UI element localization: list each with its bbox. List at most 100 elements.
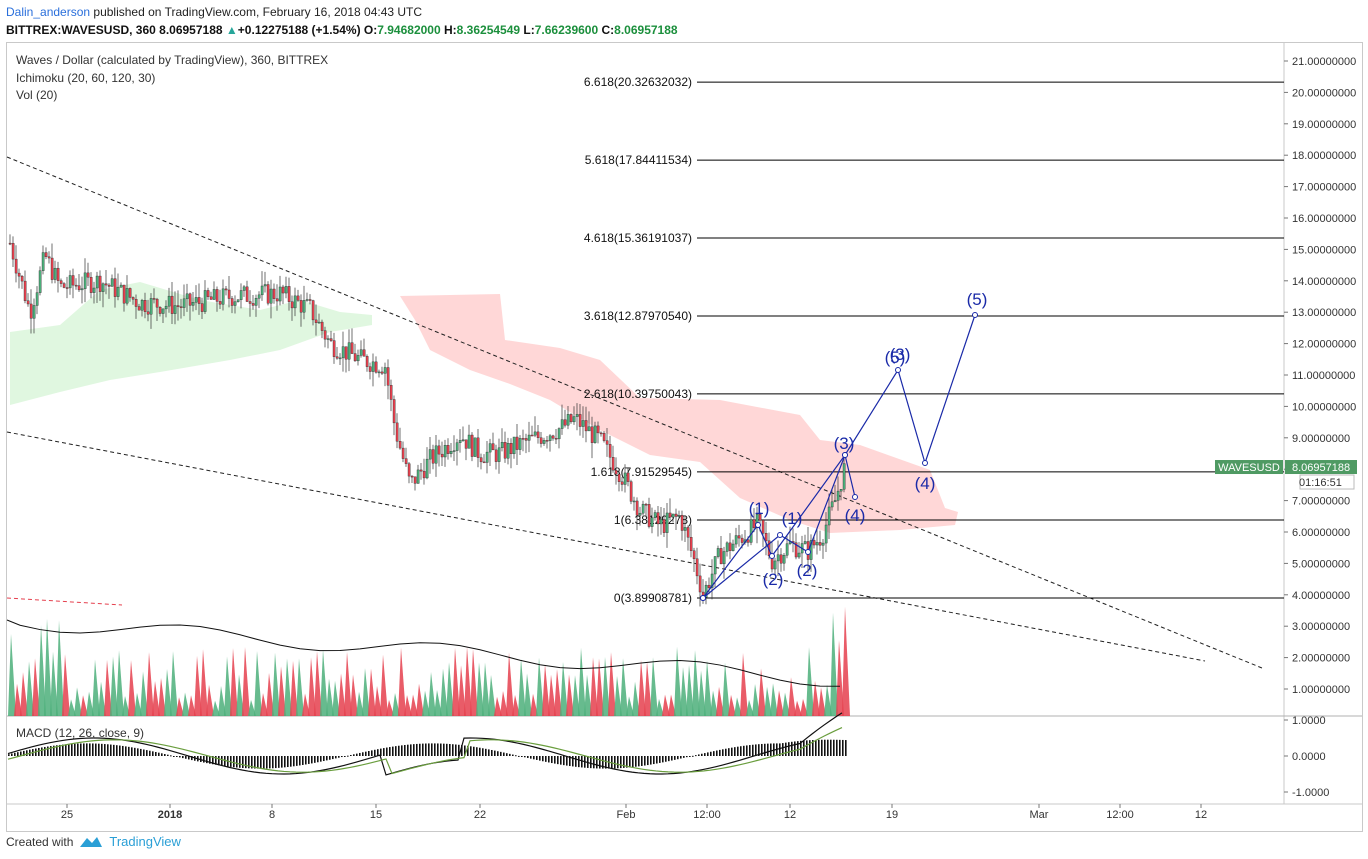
candle-body [125,288,129,304]
candle-body [782,555,786,564]
candle-body [320,321,324,331]
up-arrow-icon: ▲ [225,23,238,37]
macd-histogram-bar [596,756,598,769]
macd-histogram-bar [647,756,649,766]
candle-body [86,272,90,278]
fib-level-label: 5.618(17.84411534) [585,153,692,167]
volume-bar [698,670,706,716]
candle-body [650,517,654,527]
macd-histogram-bar [41,747,43,756]
candle-body [251,303,255,306]
volume-legend[interactable]: Vol (20) [16,88,58,102]
macd-histogram-bar [536,756,538,760]
volume-bar [392,693,400,716]
volume-bar [248,699,256,716]
macd-histogram-bar [263,756,265,769]
macd-histogram-bar [104,744,106,756]
macd-histogram-bar [578,756,580,768]
macd-histogram-bar [332,756,334,760]
macd-histogram-bar [692,755,694,757]
volume-bar [572,675,580,716]
macd-histogram-bar [602,756,604,769]
macd-histogram-bar [125,746,127,756]
candle-body [482,461,486,464]
macd-histogram-bar [524,756,526,758]
volume-bar [536,657,544,716]
macd-histogram-bar [620,756,622,769]
volume-bar [290,660,298,716]
candle-body [158,307,162,314]
candle-body [431,449,435,464]
candle-body [692,550,696,559]
ichimoku-legend[interactable]: Ichimoku (20, 60, 120, 30) [16,71,156,85]
macd-histogram-bar [152,751,154,756]
macd-histogram-bar [425,743,427,756]
candle-body [485,451,489,463]
macd-histogram-bar [101,743,103,756]
candle-body [53,267,57,280]
candle-body [116,286,120,297]
price-axis-label: 16.00000000 [1292,213,1356,225]
macd-histogram-bar [554,756,556,764]
macd-histogram-bar [272,756,274,769]
candle-body [551,435,555,439]
low-value: 7.66239600 [534,23,599,37]
macd-histogram-bar [380,748,382,756]
candle-body [341,346,345,359]
volume-bar [482,662,490,716]
candle-body [821,542,825,546]
volume-bar [98,681,106,716]
candle-body [74,284,78,287]
candle-body [722,551,726,565]
volume-bar [626,696,634,716]
candle-body [758,513,762,521]
volume-bar [422,690,430,716]
macd-histogram-bar [98,743,100,756]
macd-histogram-bar [632,756,634,768]
macd-histogram-bar [563,756,565,766]
macd-histogram-bar [44,746,46,756]
macd-histogram-bar [767,743,769,756]
volume-bar [380,654,388,716]
tradingview-brand[interactable]: TradingView [109,834,181,849]
macd-histogram-bar [185,756,187,759]
macd-histogram-bar [545,756,547,762]
macd-histogram-bar [395,746,397,756]
macd-histogram-bar [119,745,121,756]
candle-body [140,300,144,311]
macd-histogram-bar [128,746,130,756]
candle-body [188,293,192,306]
volume-bar [140,671,148,716]
candle-body [653,512,657,518]
candle-body [47,256,51,259]
candle-body [164,305,168,310]
volume-bar [206,684,214,716]
macd-histogram-bar [779,743,781,756]
volume-bar [398,647,406,716]
macd-histogram-bar [167,754,169,756]
high-label: H: [444,23,457,37]
author-link[interactable]: Dalin_anderson [6,5,91,19]
candle-body [104,283,108,286]
macd-histogram-bar [254,756,256,769]
macd-histogram-bar [701,753,703,756]
macd-histogram-bar [458,744,460,756]
macd-histogram-bar [356,753,358,756]
candle-body [293,295,297,309]
macd-histogram-bar [206,756,208,764]
macd-histogram-bar [713,751,715,756]
candle-body [785,543,789,556]
macd-histogram-bar [599,756,601,769]
macd-histogram-bar [827,739,829,756]
candle-body [224,288,228,291]
candle-body [233,301,237,306]
macd-legend[interactable]: MACD (12, 26, close, 9) [16,726,145,740]
price-axis-label: 13.00000000 [1292,307,1356,319]
macd-histogram-bar [257,756,259,769]
wave-label: (1) [749,499,770,518]
candle-body [563,419,567,426]
candle-body [449,450,453,454]
macd-histogram-bar [686,756,688,758]
candle-body [476,437,480,458]
